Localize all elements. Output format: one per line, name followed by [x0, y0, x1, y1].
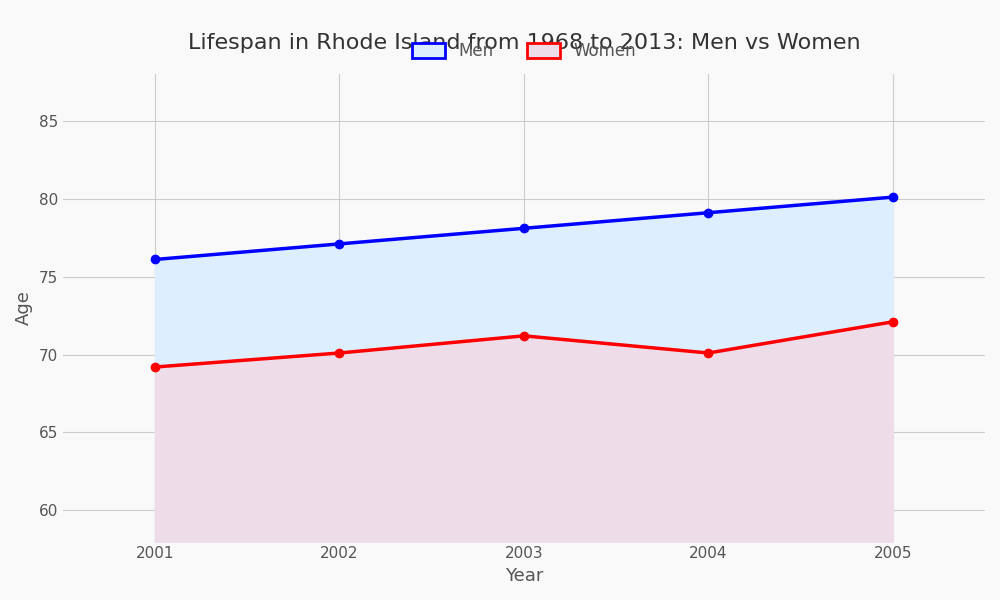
Y-axis label: Age: Age	[15, 290, 33, 325]
X-axis label: Year: Year	[505, 567, 543, 585]
Legend: Men, Women: Men, Women	[405, 35, 643, 67]
Title: Lifespan in Rhode Island from 1968 to 2013: Men vs Women: Lifespan in Rhode Island from 1968 to 20…	[188, 33, 860, 53]
